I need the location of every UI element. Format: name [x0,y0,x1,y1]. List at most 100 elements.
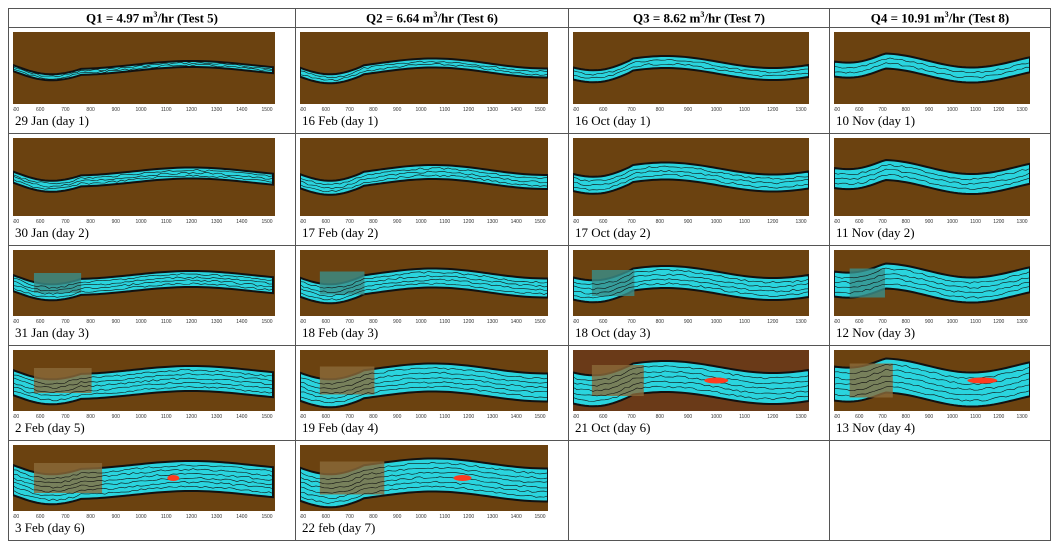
axis-tick-label: 1300 [211,414,222,420]
cell-caption: 30 Jan (day 2) [9,226,295,240]
contour-image: 500600700800900100011001200130014001500 [13,350,275,421]
cell-caption: 29 Jan (day 1) [9,114,295,128]
cell-caption: 10 Nov (day 1) [830,114,1050,128]
axis-tick-label: 1100 [439,107,450,113]
header-text: Q4 = 10.91 m [871,10,945,25]
contour-image: 5006007008009001000110012001300 [834,250,1030,326]
axis-tick-label: 1100 [161,514,172,520]
header-text: Q3 = 8.62 m [633,10,700,25]
column-header: Q3 = 8.62 m3/hr (Test 7) [569,9,830,28]
header-row: Q1 = 4.97 m3/hr (Test 5)Q2 = 6.64 m3/hr … [9,9,1051,28]
table-cell: 500600700800900100011001200130017 Oct (d… [569,134,830,246]
axis-tick-label: 1000 [135,107,146,113]
axis-tick-label: 1100 [739,107,750,113]
contour-image: 5006007008009001000110012001300 [834,138,1030,226]
axis-tick-label: 1300 [1016,219,1027,225]
axis-tick-label: 1200 [767,414,778,420]
axis-tick-label: 1500 [534,514,545,520]
header-text: Q1 = 4.97 m [86,10,153,25]
axis-tick-label: 1400 [511,107,522,113]
axis-tick-label: 1400 [511,219,522,225]
table-cell: 5006007008009001000110012001300140015001… [296,134,569,246]
axis-tick-label: 1100 [739,219,750,225]
axis-tick-label: 1300 [211,219,222,225]
axis-tick-label: 1200 [993,219,1004,225]
contour-image: 500600700800900100011001200130014001500 [300,138,548,226]
header-text: Q2 = 6.64 m [366,10,433,25]
axis-tick-label: 1200 [463,514,474,520]
axis-tick-label: 1500 [534,219,545,225]
axis-tick-label: 1300 [487,414,498,420]
axis-tick-label: 1300 [487,319,498,325]
axis-tick-label: 1300 [1016,107,1027,113]
cell-caption: 12 Nov (day 3) [830,326,1050,340]
header-text: /hr (Test 7) [704,10,765,25]
table-cell: 5006007008009001000110012001300140015001… [296,346,569,441]
axis-tick-label: 1200 [993,107,1004,113]
axis-tick-label: 1500 [261,219,272,225]
axis-tick-label: 1400 [511,319,522,325]
axis-tick-label: 900 [393,219,402,225]
contour-image: 500600700800900100011001200130014001500 [300,250,548,326]
axis-tick-label: 900 [393,514,402,520]
scour-zone [850,269,885,298]
axis-tick-label: 1300 [211,107,222,113]
table-cell: 500600700800900100011001200130010 Nov (d… [830,28,1051,134]
axis-tick-label: 1500 [261,107,272,113]
axis-tick-label: 1100 [739,319,750,325]
axis-tick-label: 1100 [970,319,981,325]
axis-tick-label: 1400 [511,414,522,420]
axis-tick-label: 1400 [511,514,522,520]
hotspot [167,475,179,481]
axis-tick-label: 1000 [135,414,146,420]
axis-tick-label: 800 [656,319,665,325]
axis-tick-label: 1000 [947,107,958,113]
axis-tick-label: 900 [925,319,934,325]
cell-caption: 11 Nov (day 2) [830,226,1050,240]
axis-tick-label: 1200 [463,319,474,325]
axis-tick-label: 1500 [534,414,545,420]
axis-tick-label: 1100 [970,107,981,113]
axis-tick-label: 1300 [487,514,498,520]
axis-tick-label: 900 [684,219,693,225]
table-cell: 5006007008009001000110012001300140015003… [9,134,296,246]
hotspot [454,475,472,481]
axis-tick-label: 1000 [135,319,146,325]
axis-tick-label: 900 [393,319,402,325]
axis-tick-label: 1100 [439,219,450,225]
axis-tick-label: 1100 [161,414,172,420]
axis-tick-label: 800 [656,414,665,420]
axis-tick-label: 1200 [767,219,778,225]
axis-tick-label: 1300 [795,219,806,225]
axis-tick-label: 1400 [236,107,247,113]
axis-tick-label: 1000 [947,319,958,325]
axis-tick-label: 1300 [795,414,806,420]
axis-tick-label: 1300 [795,107,806,113]
hotspot [967,378,997,384]
axis-tick-label: 1200 [186,107,197,113]
axis-tick-label: 900 [925,219,934,225]
column-header: Q2 = 6.64 m3/hr (Test 6) [296,9,569,28]
contour-image: 5006007008009001000110012001300 [573,32,809,114]
column-header: Q4 = 10.91 m3/hr (Test 8) [830,9,1051,28]
axis-tick-label: 900 [393,107,402,113]
axis-tick-label: 800 [86,514,95,520]
axis-tick-label: 1400 [236,319,247,325]
axis-tick-label: 1400 [236,219,247,225]
table-cell: 5006007008009001000110012001300140015001… [296,246,569,346]
table-cell [569,441,830,541]
axis-tick-label: 900 [684,107,693,113]
axis-tick-label: 900 [925,414,934,420]
table-cell: 500600700800900100011001200130012 Nov (d… [830,246,1051,346]
axis-tick-label: 1000 [415,514,426,520]
axis-tick-label: 800 [656,107,665,113]
axis-tick-label: 1000 [415,219,426,225]
contour-image: 500600700800900100011001200130014001500 [13,445,275,521]
contour-image: 500600700800900100011001200130014001500 [300,350,548,421]
axis-tick-label: 1000 [711,107,722,113]
axis-tick-label: 900 [112,319,121,325]
cell-caption: 18 Feb (day 3) [296,326,568,340]
cell-caption: 17 Oct (day 2) [569,226,829,240]
contour-image: 5006007008009001000110012001300 [573,250,809,326]
table-cell: 500600700800900100011001200130013 Nov (d… [830,346,1051,441]
